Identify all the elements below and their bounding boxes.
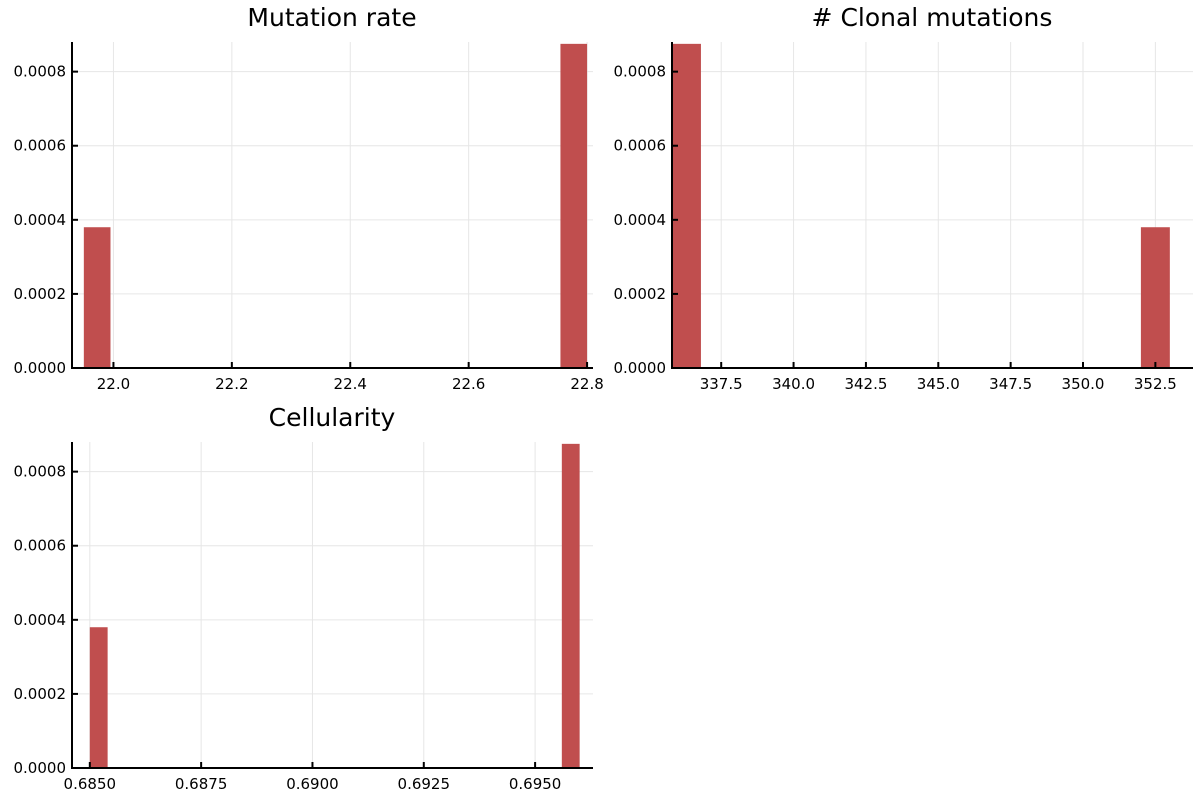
y-tick-label: 0.0000 [14, 759, 67, 777]
x-tick-label: 0.6875 [175, 775, 228, 793]
mutation-rate-panel: Mutation rate 22.0 22.2 22.4 22.6 22.8 0.0000… [14, 3, 604, 393]
x-tick-label: 0.6900 [286, 775, 339, 793]
y-tick-label: 0.0006 [14, 537, 67, 555]
histogram-bar [83, 227, 111, 368]
histogram-bar [1140, 227, 1170, 368]
x-tick-label: 347.5 [989, 375, 1032, 393]
y-tick-label: 0.0002 [14, 685, 67, 703]
panel-title: Mutation rate [247, 3, 416, 32]
y-tick-label: 0.0004 [14, 611, 67, 629]
y-tick-label: 0.0006 [614, 137, 667, 155]
x-tick-label: 22.6 [452, 375, 485, 393]
x-tick-label: 340.0 [772, 375, 815, 393]
x-tick-label: 0.6850 [64, 775, 117, 793]
y-tick-label: 0.0002 [14, 285, 67, 303]
x-tick-label: 337.5 [700, 375, 743, 393]
histogram-bar [560, 43, 588, 369]
y-tick-label: 0.0000 [14, 359, 67, 377]
x-tick-label: 350.0 [1062, 375, 1105, 393]
y-tick-label: 0.0000 [614, 359, 667, 377]
x-tick-label: 345.0 [917, 375, 960, 393]
x-tick-label: 0.6925 [398, 775, 451, 793]
x-tick-label: 22.8 [570, 375, 603, 393]
x-tick-label: 342.5 [844, 375, 887, 393]
panel-title: Cellularity [269, 403, 396, 432]
y-tick-label: 0.0008 [14, 63, 67, 81]
x-tick-label: 0.6950 [509, 775, 562, 793]
y-tick-label: 0.0008 [614, 63, 667, 81]
cellularity-panel: Cellularity 0.6850 0.6875 0.6900 0.6925 0.69… [14, 403, 593, 793]
histogram-bar [561, 443, 580, 768]
x-tick-label: 22.4 [334, 375, 367, 393]
x-tick-label: 22.2 [215, 375, 248, 393]
clonal-mutations-panel: # Clonal mutations 337.5 340.0 342.5 345.0 3… [614, 3, 1193, 393]
histogram-bar [672, 43, 701, 369]
y-tick-label: 0.0008 [14, 463, 67, 481]
y-tick-label: 0.0006 [14, 137, 67, 155]
y-tick-label: 0.0002 [614, 285, 667, 303]
panel-title: # Clonal mutations [812, 3, 1053, 32]
histogram-bar [89, 627, 108, 768]
x-tick-label: 352.5 [1134, 375, 1177, 393]
x-tick-label: 22.0 [97, 375, 130, 393]
y-tick-label: 0.0004 [14, 211, 67, 229]
y-tick-label: 0.0004 [614, 211, 667, 229]
